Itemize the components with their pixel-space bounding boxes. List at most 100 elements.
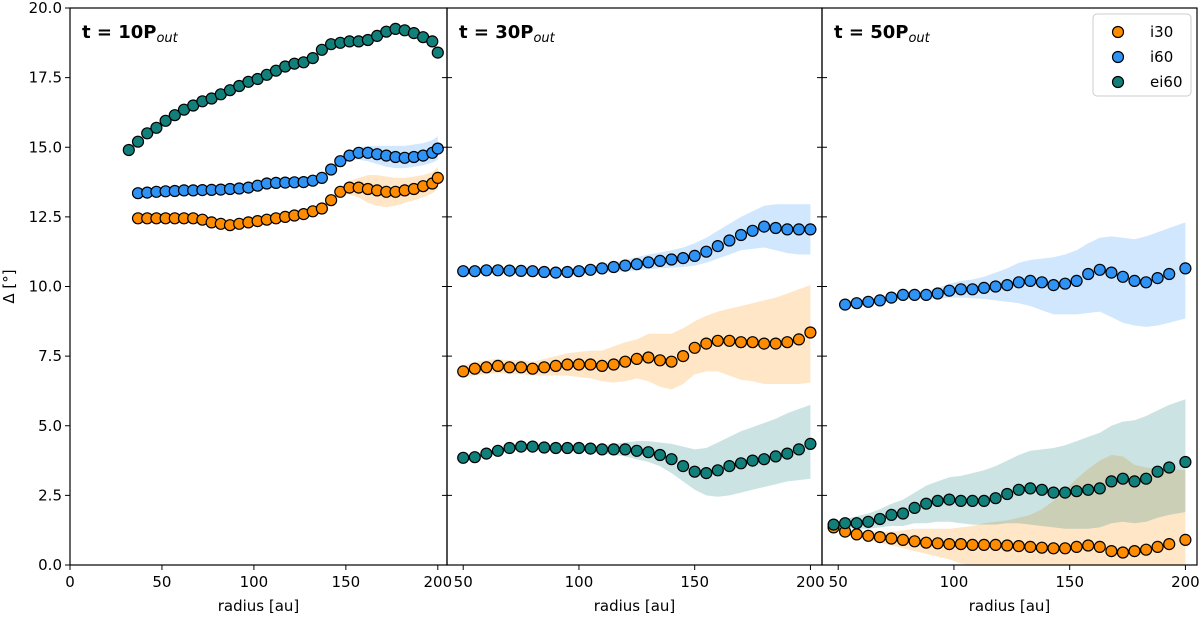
point-i60 xyxy=(1047,279,1060,292)
x-tick-label: 0 xyxy=(65,573,75,591)
point-ei60 xyxy=(977,494,991,507)
point-i30 xyxy=(1012,539,1025,553)
x-tick-label: 50 xyxy=(829,573,848,591)
point-i30 xyxy=(653,354,667,367)
point-ei60 xyxy=(711,464,724,477)
point-ei60 xyxy=(503,441,516,455)
point-i60 xyxy=(954,283,968,296)
point-ei60 xyxy=(514,440,528,453)
band-ei60 xyxy=(833,399,1186,529)
panel-1: 0 50 100 150 200 radius [au] t = 10Pout xyxy=(65,7,452,615)
point-ei60 xyxy=(538,441,551,454)
point-i30 xyxy=(642,351,655,364)
x-tick-label: 150 xyxy=(680,573,709,591)
point-i60 xyxy=(769,221,782,235)
point-ei60 xyxy=(989,492,1002,505)
point-ei60 xyxy=(746,454,759,467)
panel-frame xyxy=(69,7,448,566)
point-ei60 xyxy=(607,443,620,456)
point-i60 xyxy=(1093,263,1106,276)
point-ei60 xyxy=(850,517,863,530)
point-i60 xyxy=(989,280,1002,293)
point-ei60 xyxy=(1151,465,1164,478)
point-i60 xyxy=(334,155,347,168)
panel-title: t = 50Pout xyxy=(834,22,931,46)
point-ei60 xyxy=(1058,486,1072,499)
y-tick-label: 12.5 xyxy=(29,208,62,226)
point-ei60 xyxy=(966,494,979,507)
y-tick-label: 10.0 xyxy=(29,278,62,296)
point-ei60 xyxy=(1012,483,1025,496)
point-ei60 xyxy=(1082,483,1095,496)
point-ei60 xyxy=(122,143,135,157)
point-i30 xyxy=(1070,540,1083,554)
point-i30 xyxy=(1082,539,1095,552)
legend-label-i30: i30 xyxy=(1150,23,1173,41)
point-i30 xyxy=(769,337,782,350)
point-ei60 xyxy=(315,43,328,56)
point-i60 xyxy=(561,265,574,279)
point-ei60 xyxy=(1001,487,1014,501)
point-ei60 xyxy=(1179,455,1192,469)
y-tick-label: 15.0 xyxy=(29,138,62,156)
point-ei60 xyxy=(757,453,771,466)
point-i30 xyxy=(1001,539,1014,552)
point-i60 xyxy=(862,295,875,308)
point-i60 xyxy=(503,264,516,277)
point-i30 xyxy=(538,361,551,374)
point-i30 xyxy=(1105,544,1118,558)
point-i30 xyxy=(908,535,921,548)
point-ei60 xyxy=(792,443,806,456)
point-ei60 xyxy=(561,441,574,455)
point-i30 xyxy=(700,337,713,350)
legend-marker-ei60 xyxy=(1111,75,1125,89)
x-tick-label: 150 xyxy=(332,573,361,591)
point-i60 xyxy=(688,249,701,262)
point-ei60 xyxy=(584,442,597,455)
point-i30 xyxy=(572,358,586,371)
point-i60 xyxy=(838,298,852,311)
y-tick-label: 0.0 xyxy=(38,556,62,574)
point-ei60 xyxy=(827,518,840,531)
point-i60 xyxy=(315,171,328,184)
x-tick-label: 200 xyxy=(423,573,452,591)
point-ei60 xyxy=(688,465,701,478)
point-ei60 xyxy=(769,450,782,463)
point-i30 xyxy=(757,337,771,350)
y-tick-label: 2.5 xyxy=(38,486,62,504)
point-i30 xyxy=(1163,537,1176,551)
point-ei60 xyxy=(457,451,470,464)
point-i60 xyxy=(1179,262,1192,275)
y-tick-label: 5.0 xyxy=(38,417,62,435)
point-i30 xyxy=(850,528,863,541)
point-ei60 xyxy=(141,127,154,140)
point-ei60 xyxy=(873,512,887,526)
point-i30 xyxy=(468,362,481,375)
point-i60 xyxy=(514,264,528,277)
y-tick-label: 7.5 xyxy=(38,347,62,365)
point-ei60 xyxy=(896,507,910,520)
legend-marker-i60 xyxy=(1111,50,1125,64)
point-i30 xyxy=(1024,540,1037,554)
point-ei60 xyxy=(1024,482,1037,495)
point-ei60 xyxy=(1093,482,1106,495)
point-i60 xyxy=(896,288,910,301)
point-i30 xyxy=(619,355,632,368)
band-ei60 xyxy=(128,28,438,150)
point-i30 xyxy=(804,326,817,339)
panel-2: 50 100 150 200 radius [au] t = 30Pout xyxy=(442,7,825,615)
point-ei60 xyxy=(159,114,172,127)
point-ei60 xyxy=(572,441,586,455)
point-i30 xyxy=(1047,542,1060,555)
x-tick-label: 50 xyxy=(454,573,473,591)
point-i60 xyxy=(491,264,504,277)
point-i30 xyxy=(781,336,794,349)
point-i60 xyxy=(885,291,898,304)
point-ei60 xyxy=(943,493,956,506)
point-i60 xyxy=(1116,270,1130,283)
point-ei60 xyxy=(549,441,562,455)
point-ei60 xyxy=(1139,472,1153,485)
point-i60 xyxy=(1082,267,1095,281)
point-i30 xyxy=(862,529,875,542)
point-i30 xyxy=(931,537,944,550)
